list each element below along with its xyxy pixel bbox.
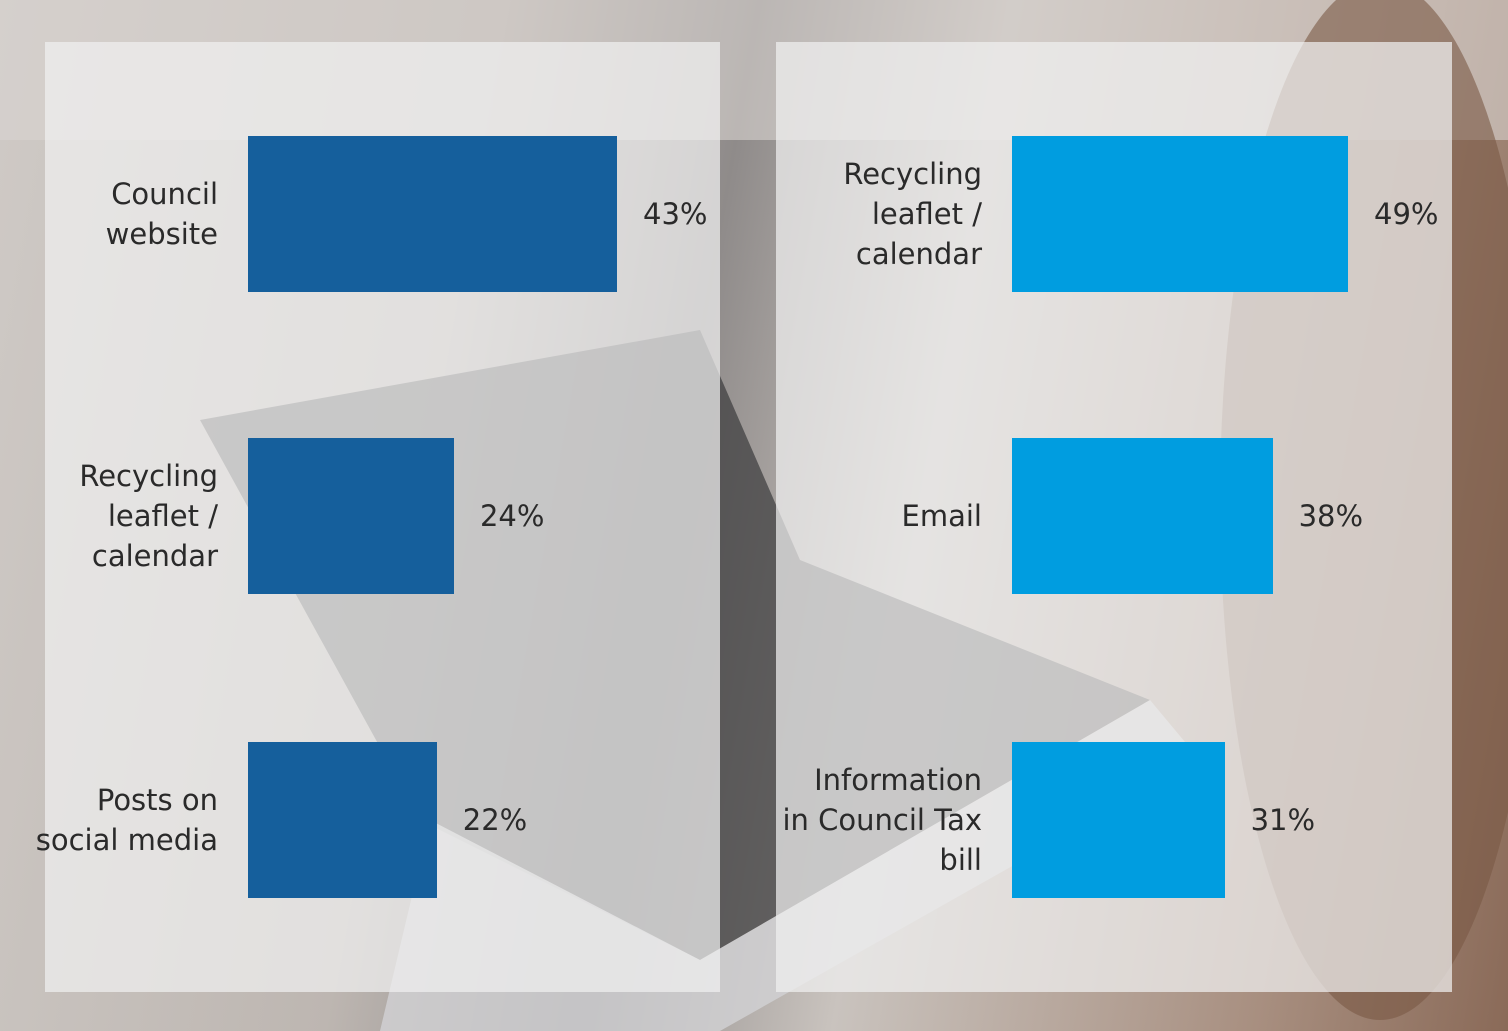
- value-label: 24%: [479, 499, 545, 533]
- value-label: 38%: [1298, 499, 1364, 533]
- category-label: Information in Council Tax bill: [782, 763, 982, 877]
- category-label: Recycling leaflet / calendar: [843, 157, 982, 271]
- category-label: Council website: [105, 177, 218, 251]
- value-label: 31%: [1250, 803, 1316, 837]
- bar: [248, 438, 454, 594]
- bar: [1012, 136, 1348, 292]
- bar: [248, 136, 617, 292]
- bar: [1012, 438, 1273, 594]
- bar: [248, 742, 437, 898]
- value-label: 43%: [643, 197, 708, 231]
- category-label: Recycling leaflet / calendar: [79, 459, 218, 573]
- category-label: Posts on social media: [35, 783, 218, 857]
- category-label: Email: [901, 499, 982, 533]
- bar: [1012, 742, 1225, 898]
- value-label: 49%: [1374, 197, 1439, 231]
- value-label: 22%: [462, 803, 528, 837]
